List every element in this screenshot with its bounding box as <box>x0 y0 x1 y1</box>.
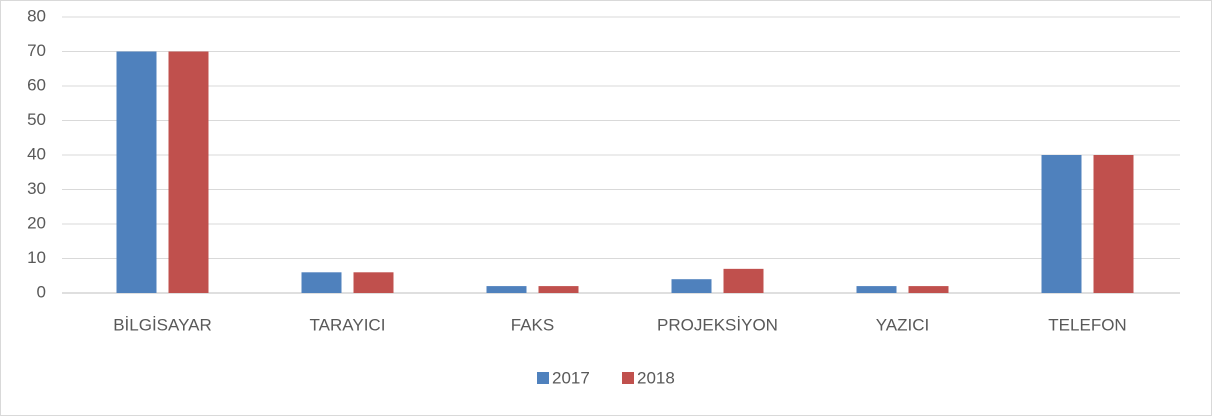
bar <box>116 51 157 293</box>
legend-swatch <box>622 372 634 384</box>
bar <box>301 272 342 293</box>
y-tick-label: 0 <box>37 282 46 301</box>
x-tick-label: YAZICI <box>876 315 930 334</box>
x-tick-label: BİLGİSAYAR <box>113 315 212 334</box>
bar <box>1093 155 1134 293</box>
x-tick-label: PROJEKSİYON <box>657 315 778 334</box>
bar <box>856 286 897 293</box>
y-tick-label: 40 <box>27 144 46 163</box>
bar <box>353 272 394 293</box>
y-tick-label: 30 <box>27 179 46 198</box>
y-tick-label: 10 <box>27 248 46 267</box>
x-tick-label: FAKS <box>511 315 554 334</box>
x-tick-label: TARAYICI <box>310 315 386 334</box>
bar <box>1041 155 1082 293</box>
bar <box>671 279 712 293</box>
legend-swatch <box>537 372 549 384</box>
y-tick-label: 80 <box>27 6 46 25</box>
legend-label: 2017 <box>552 368 590 387</box>
bar <box>486 286 527 293</box>
bar <box>908 286 949 293</box>
y-tick-label: 50 <box>27 110 46 129</box>
y-tick-label: 20 <box>27 213 46 232</box>
y-tick-label: 70 <box>27 41 46 60</box>
x-tick-label: TELEFON <box>1048 315 1126 334</box>
bar <box>168 51 209 293</box>
legend-label: 2018 <box>637 368 675 387</box>
y-tick-label: 60 <box>27 75 46 94</box>
bar <box>538 286 579 293</box>
bar <box>723 268 764 293</box>
